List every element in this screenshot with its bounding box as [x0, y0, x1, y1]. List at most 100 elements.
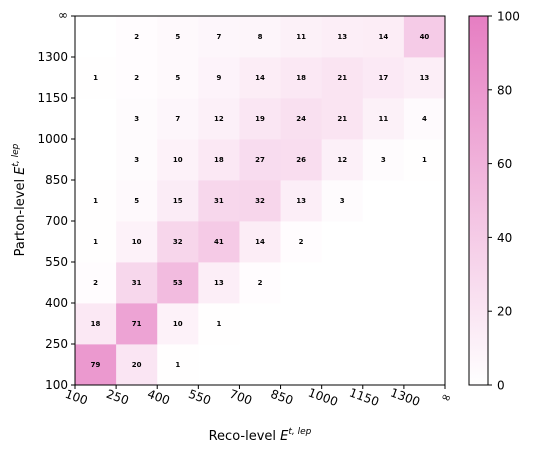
cell-value-label: 2 [134, 74, 139, 82]
cell-value-label: 9 [216, 74, 221, 82]
heatmap-cell [362, 262, 405, 304]
cell-value-label: 15 [173, 197, 183, 205]
cell-value-label: 32 [255, 197, 265, 205]
y-tick-label: 100 [45, 378, 68, 392]
heatmap-cell [75, 16, 117, 58]
heatmap-cell [239, 57, 281, 99]
colorbar-tick-label: 40 [497, 231, 512, 245]
cell-value-label: 3 [381, 156, 386, 164]
y-tick-label: 550 [45, 255, 68, 269]
cell-value-label: 1 [93, 238, 98, 246]
x-tick-label: 250 [104, 387, 130, 408]
heatmap-cell [239, 139, 281, 181]
cell-value-label: 1 [216, 320, 221, 328]
x-tick-label: 400 [145, 387, 171, 408]
cell-value-label: 10 [173, 320, 183, 328]
cell-value-label: 71 [132, 320, 142, 328]
cell-value-label: 7 [216, 33, 221, 41]
cell-value-label: 14 [378, 33, 388, 41]
y-tick-label: 1000 [37, 132, 68, 146]
heatmap-cell [75, 303, 117, 345]
heatmap-cell [321, 303, 364, 345]
plot-frame [74, 15, 446, 386]
heatmap-cell [403, 180, 446, 222]
heatmap-cell [239, 344, 281, 386]
heatmap-cell [239, 98, 281, 140]
cell-value-label: 12 [337, 156, 347, 164]
heatmap-cell [362, 57, 405, 99]
colorbar-tick-label: 80 [497, 83, 512, 97]
heatmap-cell [403, 344, 446, 386]
heatmap-cell [157, 344, 199, 386]
heatmap-cell [280, 16, 323, 58]
heatmap-cell [280, 344, 323, 386]
heatmap-cell [362, 139, 405, 181]
heatmap-cell [116, 344, 158, 386]
cell-value-label: 32 [173, 238, 183, 246]
heatmap-cell [403, 262, 446, 304]
cell-value-label: 14 [255, 74, 265, 82]
heatmap-cell [75, 139, 117, 181]
heatmap-cell [321, 180, 364, 222]
cell-value-label: 5 [134, 197, 139, 205]
heatmap-cell [75, 180, 117, 222]
heatmap-cell [198, 180, 240, 222]
cell-value-label: 2 [93, 279, 98, 287]
y-tick-label: 400 [45, 296, 68, 310]
colorbar-tick-label: 0 [497, 379, 505, 393]
y-axis-label: Parton-level Et, lep [11, 143, 28, 256]
heatmap-cell [239, 262, 281, 304]
colorbar-tick-label: 60 [497, 157, 512, 171]
cell-value-label: 3 [340, 197, 345, 205]
y-tick-label: 250 [45, 337, 68, 351]
heatmap-cell [403, 57, 446, 99]
colorbar-tick-label: 20 [497, 305, 512, 319]
heatmap-cell [116, 303, 158, 345]
cell-value-label: 13 [337, 33, 347, 41]
cell-value-label: 40 [420, 33, 430, 41]
cell-value-label: 1 [422, 156, 427, 164]
cell-value-label: 79 [91, 361, 101, 369]
heatmap-cell [75, 57, 117, 99]
cell-value-label: 41 [214, 238, 224, 246]
heatmap-cell [157, 180, 199, 222]
cell-value-label: 1 [93, 74, 98, 82]
cell-value-label: 12 [214, 115, 224, 123]
heatmap-cell [321, 262, 364, 304]
y-tick-label: 1300 [37, 50, 68, 64]
cell-value-label: 10 [173, 156, 183, 164]
x-axis-ticks: 100 250 400 550 700 850 1000 1150 1300 ∞ [63, 385, 453, 409]
x-tick-label: 850 [269, 387, 295, 408]
heatmap-cell [403, 303, 446, 345]
cell-value-label: 27 [255, 156, 265, 164]
heatmap-cell [198, 98, 240, 140]
cell-value-label: 10 [132, 238, 142, 246]
heatmap-cell [198, 303, 240, 345]
heatmap-cell [198, 57, 240, 99]
heatmap-cell [280, 180, 323, 222]
heatmap-cell [280, 98, 323, 140]
cell-value-label: 14 [255, 238, 265, 246]
heatmap-cell [75, 221, 117, 263]
heatmap-cell [198, 16, 240, 58]
heatmap-cell-labels: 79 20 118 71 10 12 31 53 13 21 10 32 41 14 21 5 15 31 32 13… [91, 33, 430, 369]
heatmap-cell [239, 221, 281, 263]
heatmap-cell [116, 221, 158, 263]
colorbar-ticks: 0 20 40 60 80 100 [488, 10, 520, 393]
heatmap-cell [239, 180, 281, 222]
cell-value-label: 18 [296, 74, 306, 82]
cell-value-label: 3 [134, 115, 139, 123]
x-tick-label: 700 [228, 387, 254, 408]
heatmap-cell [321, 57, 364, 99]
heatmap-cell [239, 303, 281, 345]
cell-value-label: 26 [296, 156, 306, 164]
heatmap-cell [280, 57, 323, 99]
heatmap-cell [362, 344, 405, 386]
cell-value-label: 31 [132, 279, 142, 287]
cell-value-label: 21 [337, 74, 347, 82]
y-tick-label: 1150 [37, 91, 68, 105]
heatmap-cells [75, 16, 446, 386]
cell-value-label: 13 [296, 197, 306, 205]
cell-value-label: 1 [93, 197, 98, 205]
cell-value-label: 18 [214, 156, 224, 164]
